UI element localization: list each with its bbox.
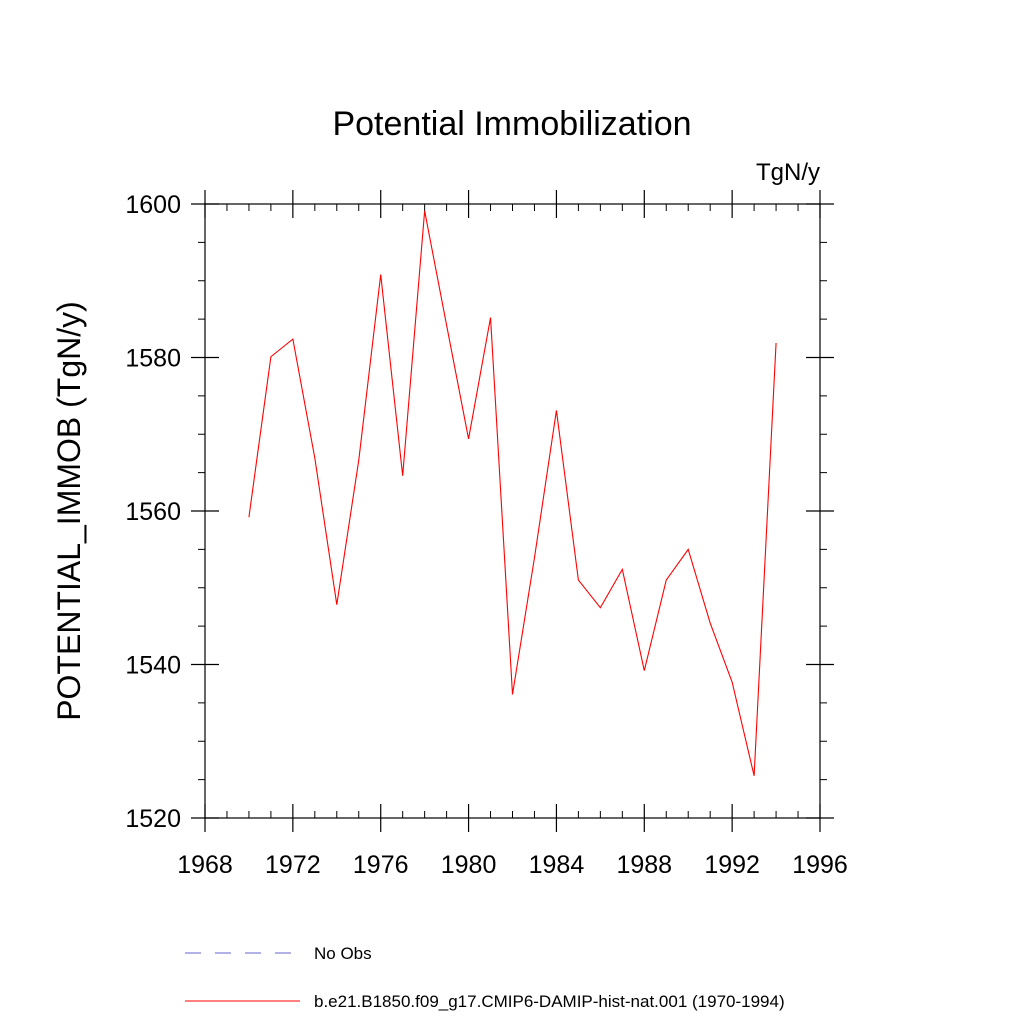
series-line-1 [248,210,777,776]
legend-label-0: No Obs [314,944,372,963]
plot-frame [204,203,821,819]
x-tick-label: 1992 [704,851,760,879]
y-tick-label: 1580 [125,345,181,373]
legend-label-1: b.e21.B1850.f09_g17.CMIP6-DAMIP-hist-nat… [314,992,785,1011]
x-tick-label: 1984 [529,851,585,879]
x-tick-label: 1988 [616,851,672,879]
units-label: TgN/y [756,159,820,186]
y-axis-label: POTENTIAL_IMMOB (TgN/y) [51,301,87,721]
y-tick-label: 1520 [125,805,181,833]
x-tick-label: 1972 [265,851,321,879]
x-tick-label: 1980 [441,851,497,879]
plot-area: 1968 1972 1976 1980 1984 1988 1992 1996 1520 1540… [125,190,848,879]
y-tick-label: 1540 [125,652,181,680]
x-tick-label: 1968 [177,851,233,879]
chart-title: Potential Immobilization [332,105,691,143]
x-tick-label: 1996 [792,851,848,879]
y-tick-label: 1560 [125,498,181,526]
x-tick-label: 1976 [353,851,409,879]
y-tick-label: 1600 [125,191,181,219]
legend: No Obs b.e21.B1850.f09_g17.CMIP6-DAMIP-hi… [185,944,785,1011]
